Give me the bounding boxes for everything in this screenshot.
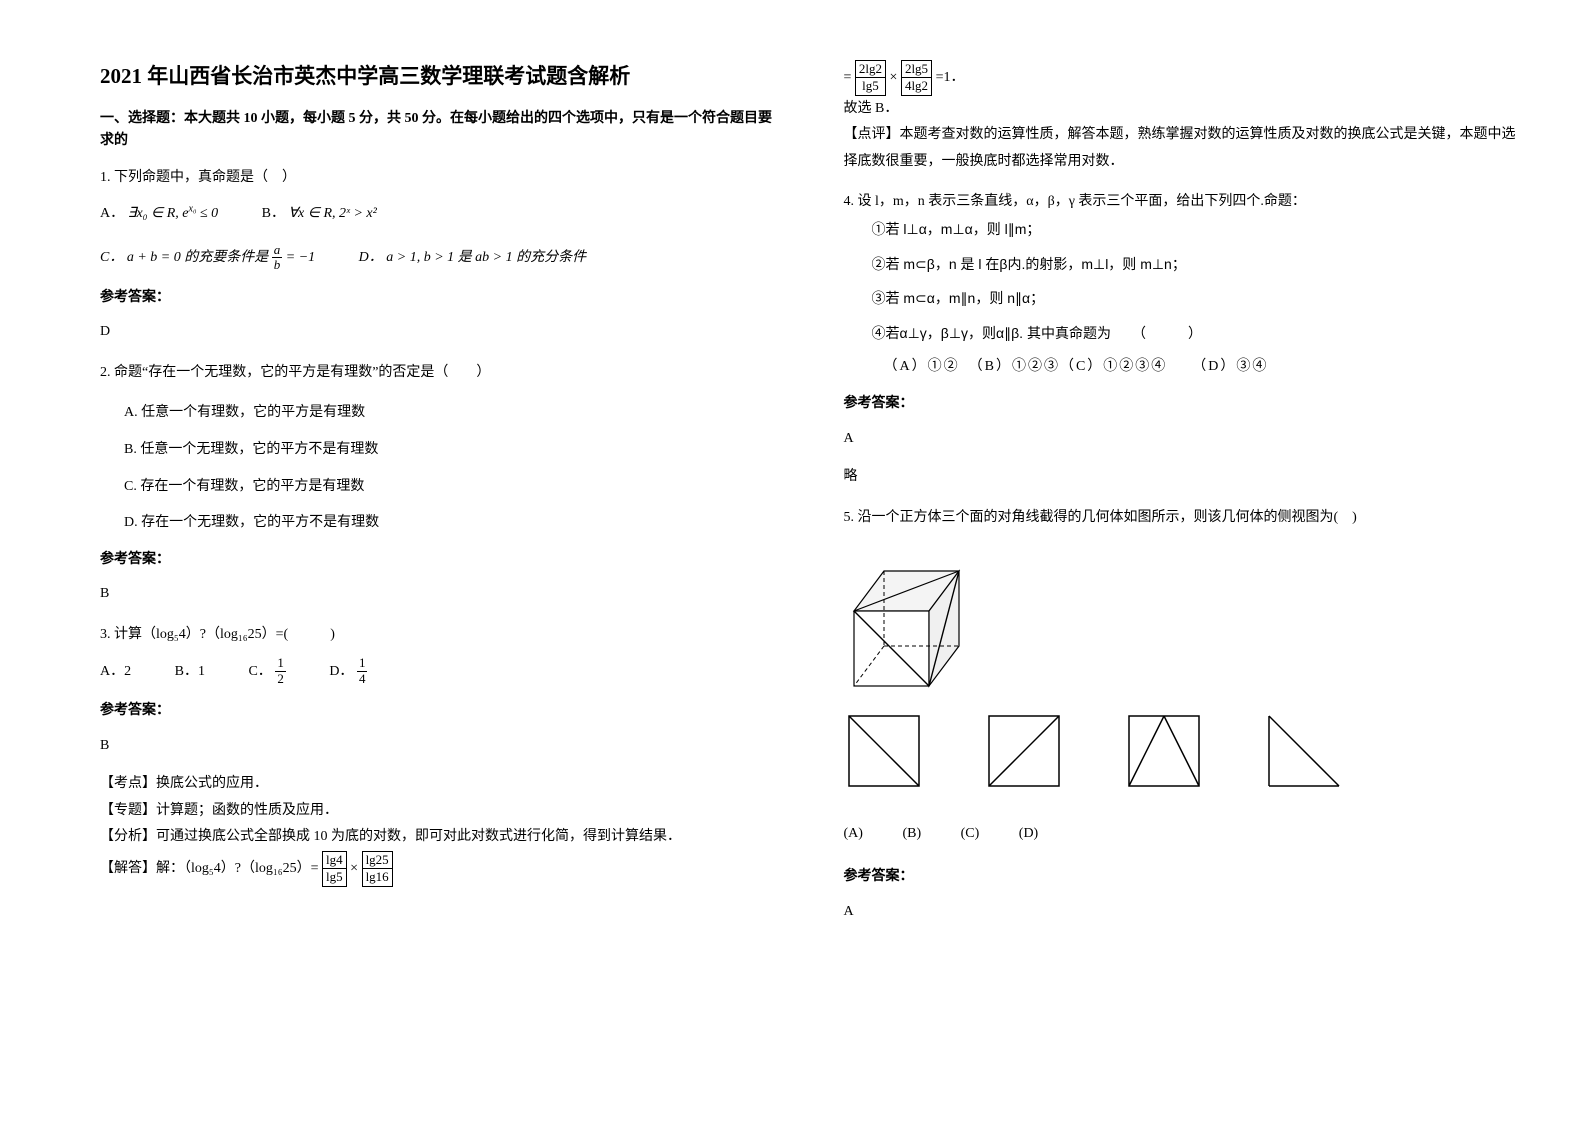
q3-optC: C． 12: [248, 655, 285, 689]
q3-optA: A．2: [100, 655, 131, 689]
q4-answer: A: [844, 426, 1518, 453]
q2-optD: D. 存在一个无理数，它的平方不是有理数: [124, 510, 774, 537]
q4-p2: ②若 m⊂β，n 是 l 在β内.的射影，m⊥l，则 m⊥n；: [872, 251, 1518, 278]
q1-optB: B． ∀x ∈ R, 2ˣ > x²: [262, 197, 377, 231]
q3-options: A．2 B．1 C． 12 D． 14: [100, 655, 774, 689]
q1-optA: A． ∃x₀ ∈ R, ex₀ ≤ 0: [100, 197, 218, 231]
q3-exp1: 【考点】换底公式的应用．: [100, 771, 774, 798]
question-3: 3. 计算（log₅4）?（log₁₆25）=( ) A．2 B．1 C． 12…: [100, 622, 774, 887]
q4-stem: 4. 设 l，m，n 表示三条直线，α，β，γ 表示三个平面，给出下列四个.命题…: [844, 189, 1518, 216]
q3-exp5: 故选 B．: [844, 96, 1518, 123]
q5-main-figure: [844, 561, 1518, 691]
q3-exp2: 【专题】计算题；函数的性质及应用．: [100, 798, 774, 825]
q1-optD: D． a > 1, b > 1 是 ab > 1 的充分条件: [359, 241, 586, 275]
q5-labelB: (B): [902, 821, 921, 848]
q2-options: A. 任意一个有理数，它的平方是有理数 B. 任意一个无理数，它的平方不是有理数…: [100, 400, 774, 536]
q3-answer: B: [100, 733, 774, 760]
q5-option-figures: [844, 711, 1518, 791]
q2-stem: 2. 命题“存在一个无理数，它的平方是有理数”的否定是（ ）: [100, 360, 774, 387]
q3-cont-expr: = 2lg2lg5 × 2lg54lg2 =1．: [844, 60, 1518, 96]
q5-labelD: (D): [1019, 821, 1038, 848]
q3-exp4: 【解答】解：（log₅4）?（log₁₆25）= lg4lg5 × lg25lg…: [100, 851, 774, 887]
question-2: 2. 命题“存在一个无理数，它的平方是有理数”的否定是（ ） A. 任意一个有理…: [100, 360, 774, 608]
q5-optD-icon: [1264, 711, 1344, 791]
q1-options-row1: A． ∃x₀ ∈ R, ex₀ ≤ 0 B． ∀x ∈ R, 2ˣ > x²: [100, 197, 774, 231]
q4-opts: （A）①② （B）①②③（C）①②③④ （D）③④: [884, 354, 1518, 381]
q5-labelC: (C): [961, 821, 980, 848]
question-3-cont: = 2lg2lg5 × 2lg54lg2 =1． 故选 B． 【点评】本题考查对…: [844, 60, 1518, 175]
cube-cut-icon: [844, 561, 974, 691]
q2-optB: B. 任意一个无理数，它的平方不是有理数: [124, 437, 774, 464]
q1-stem: 1. 下列命题中，真命题是（ ）: [100, 165, 774, 192]
q2-optA: A. 任意一个有理数，它的平方是有理数: [124, 400, 774, 427]
left-column: 2021 年山西省长治市英杰中学高三数学理联考试题含解析 一、选择题：本大题共 …: [100, 60, 814, 1082]
q5-labelA: (A): [844, 821, 863, 848]
q1-answer-label: 参考答案：: [100, 285, 774, 312]
section-heading: 一、选择题：本大题共 10 小题，每小题 5 分，共 50 分。在每小题给出的四…: [100, 108, 774, 153]
q3-optD: D． 14: [329, 655, 367, 689]
right-column: = 2lg2lg5 × 2lg54lg2 =1． 故选 B． 【点评】本题考查对…: [814, 60, 1538, 1082]
q3-answer-label: 参考答案：: [100, 698, 774, 725]
q3-stem: 3. 计算（log₅4）?（log₁₆25）=( ): [100, 622, 774, 649]
q2-answer-label: 参考答案：: [100, 547, 774, 574]
question-5: 5. 沿一个正方体三个面的对角线截得的几何体如图所示，则该几何体的侧视图为( ): [844, 505, 1518, 925]
q5-answer-label: 参考答案：: [844, 864, 1518, 891]
q3-optB: B．1: [175, 655, 205, 689]
q4-p4: ④若α⊥γ，β⊥γ，则α∥β. 其中真命题为 （ ）: [872, 320, 1518, 347]
q1-answer: D: [100, 319, 774, 346]
q5-option-labels: (A) (B) (C) (D): [844, 821, 1518, 848]
q5-answer: A: [844, 899, 1518, 926]
q5-optA-icon: [844, 711, 924, 791]
q2-optC: C. 存在一个有理数，它的平方是有理数: [124, 474, 774, 501]
page-title: 2021 年山西省长治市英杰中学高三数学理联考试题含解析: [100, 60, 774, 90]
q3-exp3: 【分析】可通过换底公式全部换成 10 为底的对数，即可对此对数式进行化简，得到计…: [100, 824, 774, 851]
q5-optC-icon: [1124, 711, 1204, 791]
q5-stem: 5. 沿一个正方体三个面的对角线截得的几何体如图所示，则该几何体的侧视图为( ): [844, 505, 1518, 532]
q4-answer-label: 参考答案：: [844, 391, 1518, 418]
q3-exp6: 【点评】本题考查对数的运算性质，解答本题，熟练掌握对数的运算性质及对数的换底公式…: [844, 122, 1518, 175]
q5-optB-icon: [984, 711, 1064, 791]
question-1: 1. 下列命题中，真命题是（ ） A． ∃x₀ ∈ R, ex₀ ≤ 0 B． …: [100, 165, 774, 346]
q4-ans2: 略: [844, 464, 1518, 491]
q1-optC: C． a + b = 0 的充要条件是 ab = −1: [100, 241, 315, 275]
q4-p3: ③若 m⊂α，m∥n，则 n∥α；: [872, 285, 1518, 312]
q1-options-row2: C． a + b = 0 的充要条件是 ab = −1 D． a > 1, b …: [100, 241, 774, 275]
q4-p1: ①若 l⊥α，m⊥α，则 l∥m；: [872, 216, 1518, 243]
question-4: 4. 设 l，m，n 表示三条直线，α，β，γ 表示三个平面，给出下列四个.命题…: [844, 189, 1518, 490]
q2-answer: B: [100, 581, 774, 608]
